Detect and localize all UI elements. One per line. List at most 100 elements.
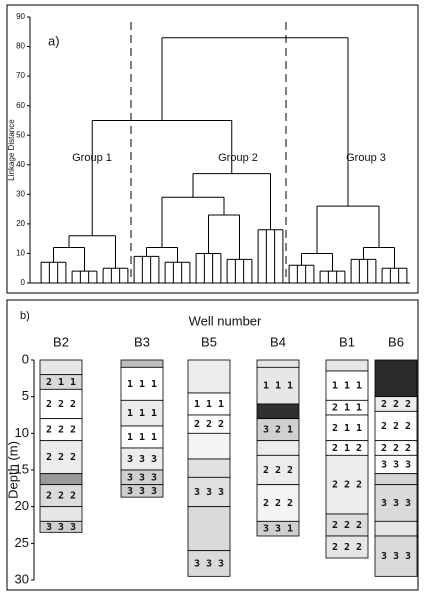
layer-label: 2 2 2 bbox=[263, 465, 293, 476]
layer-label: 3 3 3 bbox=[381, 551, 411, 562]
y-tick-label: 0 bbox=[21, 278, 26, 287]
chart-title: Well number bbox=[189, 313, 262, 328]
layer-label: 3 3 3 bbox=[194, 487, 224, 498]
y-tick-label: 90 bbox=[16, 12, 25, 21]
panel-label: b) bbox=[20, 310, 30, 322]
y-tick-label: 20 bbox=[15, 498, 29, 513]
layer bbox=[375, 474, 417, 485]
layer-label: 3 3 3 bbox=[381, 498, 411, 509]
layer-label: 1 1 1 bbox=[127, 379, 157, 390]
panel-label: a) bbox=[48, 33, 60, 48]
layer bbox=[257, 404, 299, 419]
layer-label: 2 2 2 bbox=[332, 480, 362, 491]
layer-label: 2 2 2 bbox=[46, 399, 76, 410]
y-tick-label: 20 bbox=[16, 219, 25, 228]
well-name: B6 bbox=[388, 334, 404, 349]
layer-label: 1 1 1 bbox=[263, 381, 293, 392]
layer-label: 3 3 3 bbox=[381, 460, 411, 471]
merge-link bbox=[162, 197, 224, 247]
layer bbox=[121, 360, 163, 367]
layer-label: 2 2 2 bbox=[46, 491, 76, 502]
terminal-cluster bbox=[165, 262, 190, 283]
y-tick-label: 60 bbox=[16, 101, 25, 110]
layer-label: 1 1 1 bbox=[127, 408, 157, 419]
terminal-cluster bbox=[351, 259, 376, 283]
terminal-cluster bbox=[289, 265, 314, 283]
layer-label: 2 1 1 bbox=[332, 423, 362, 434]
layer bbox=[188, 507, 230, 551]
layer-label: 3 2 1 bbox=[263, 425, 293, 436]
merge-link bbox=[147, 248, 178, 263]
layer-label: 2 1 1 bbox=[332, 403, 362, 414]
terminal-cluster bbox=[320, 271, 345, 283]
layer bbox=[40, 507, 82, 522]
y-tick-label: 70 bbox=[16, 71, 25, 80]
panel-a-frame bbox=[7, 5, 418, 293]
y-tick-label: 10 bbox=[15, 425, 29, 440]
y-tick-label: 25 bbox=[15, 535, 29, 550]
group-label: Group 3 bbox=[346, 152, 386, 164]
y-tick-label: 40 bbox=[16, 160, 25, 169]
y-tick-label: 10 bbox=[16, 249, 25, 258]
y-tick-label: 0 bbox=[22, 351, 29, 366]
figure: a) Linkage Distance Group 1 Group 2 Grou… bbox=[0, 0, 430, 594]
well-name: B4 bbox=[270, 334, 286, 349]
group-label: Group 2 bbox=[218, 152, 258, 164]
terminal-cluster bbox=[258, 230, 283, 283]
layer-label: 3 3 3 bbox=[46, 522, 76, 533]
layer-label: 2 2 2 bbox=[381, 443, 411, 454]
layer-label: 1 1 1 bbox=[332, 381, 362, 392]
merge-link bbox=[364, 248, 395, 269]
layer-label: 2 1 1 bbox=[46, 377, 76, 388]
well-name: B5 bbox=[201, 334, 217, 349]
merge-link bbox=[162, 38, 348, 206]
layer bbox=[375, 360, 417, 397]
layer bbox=[188, 433, 230, 459]
layer bbox=[326, 360, 368, 371]
merge-link bbox=[317, 206, 379, 253]
y-tick-label: 5 bbox=[22, 388, 29, 403]
layer-label: 2 1 2 bbox=[332, 443, 362, 454]
terminal-cluster bbox=[227, 259, 252, 283]
well-name: B3 bbox=[134, 334, 150, 349]
layer-label: 3 3 1 bbox=[263, 524, 293, 535]
layer-label: 2 2 2 bbox=[332, 520, 362, 531]
y-axis-label: Linkage Distance bbox=[7, 119, 16, 181]
layer-label: 2 2 2 bbox=[46, 452, 76, 463]
layer-label: 2 2 2 bbox=[381, 421, 411, 432]
y-tick-label: 30 bbox=[15, 571, 29, 586]
layer bbox=[188, 459, 230, 477]
well-name: B2 bbox=[53, 334, 69, 349]
layer bbox=[257, 441, 299, 456]
layer-label: 1 1 1 bbox=[127, 432, 157, 443]
layer-label: 2 2 2 bbox=[263, 498, 293, 509]
y-tick-label: 80 bbox=[16, 42, 25, 51]
terminal-cluster bbox=[134, 256, 159, 283]
layer-label: 2 2 2 bbox=[194, 419, 224, 430]
layer-label: 2 2 2 bbox=[46, 425, 76, 436]
well-name: B1 bbox=[339, 334, 355, 349]
layer bbox=[188, 360, 230, 393]
y-tick-label: 15 bbox=[15, 461, 29, 476]
terminal-cluster bbox=[196, 253, 221, 283]
layer bbox=[40, 360, 82, 375]
layer-label: 3 3 3 bbox=[127, 486, 157, 497]
terminal-cluster bbox=[72, 271, 97, 283]
merge-link bbox=[193, 174, 271, 230]
merge-link bbox=[69, 236, 116, 269]
layer bbox=[375, 521, 417, 536]
layer bbox=[40, 474, 82, 485]
terminal-cluster bbox=[382, 268, 407, 283]
layer-label: 3 3 3 bbox=[127, 472, 157, 483]
layer bbox=[257, 360, 299, 367]
layer-label: 1 1 1 bbox=[194, 399, 224, 410]
layer-label: 3 3 3 bbox=[194, 559, 224, 570]
layer-label: 2 2 2 bbox=[381, 399, 411, 410]
merge-link bbox=[209, 215, 240, 259]
terminal-cluster bbox=[41, 262, 66, 283]
merge-link bbox=[302, 253, 333, 271]
layer-label: 2 2 2 bbox=[332, 542, 362, 553]
y-tick-label: 30 bbox=[16, 189, 25, 198]
merge-link bbox=[54, 248, 85, 272]
y-tick-label: 50 bbox=[16, 130, 25, 139]
